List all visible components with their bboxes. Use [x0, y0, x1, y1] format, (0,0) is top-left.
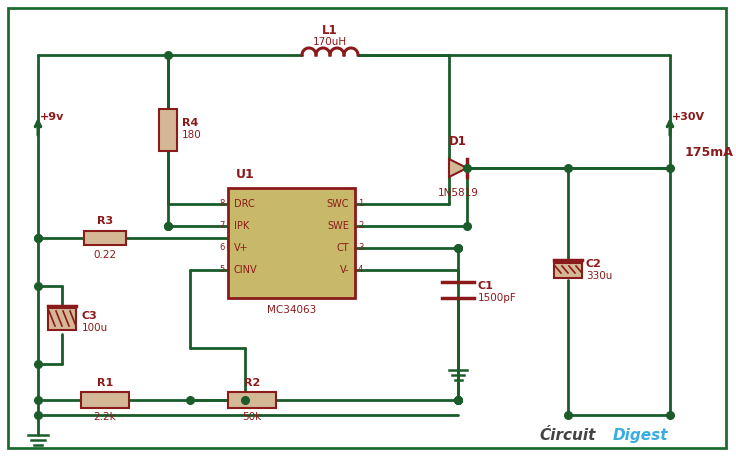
Text: CINV: CINV: [234, 265, 258, 275]
Text: +9v: +9v: [40, 112, 64, 122]
Text: 2.2k: 2.2k: [93, 412, 116, 422]
Text: L1: L1: [322, 24, 338, 37]
Text: 0.22: 0.22: [93, 250, 116, 260]
Text: 1N5819: 1N5819: [438, 188, 478, 198]
Bar: [159, 109, 177, 151]
Text: C1: C1: [478, 281, 494, 291]
Bar: [81, 392, 129, 408]
Text: 170uH: 170uH: [313, 37, 347, 47]
Bar: [228, 188, 355, 298]
Text: Digest: Digest: [612, 428, 668, 443]
Text: 175mA: 175mA: [685, 146, 734, 158]
Text: DRC: DRC: [234, 199, 255, 209]
Text: V+: V+: [234, 243, 249, 253]
Bar: [48, 308, 76, 330]
Text: C3: C3: [82, 311, 98, 321]
Text: C2: C2: [586, 259, 602, 269]
Bar: [554, 263, 582, 278]
Text: 1: 1: [358, 200, 364, 208]
Text: U1: U1: [236, 168, 255, 181]
Text: 2: 2: [358, 222, 364, 230]
Bar: [228, 392, 276, 408]
Text: R2: R2: [244, 378, 260, 388]
Text: 7: 7: [219, 222, 225, 230]
Bar: [84, 231, 126, 245]
Text: IPK: IPK: [234, 221, 250, 231]
Text: SWC: SWC: [327, 199, 349, 209]
Text: R4: R4: [182, 119, 199, 129]
Text: D1: D1: [449, 135, 467, 148]
Text: V-: V-: [339, 265, 349, 275]
Text: CT: CT: [336, 243, 349, 253]
Text: 3: 3: [358, 244, 364, 252]
Text: R1: R1: [97, 378, 113, 388]
Text: 50k: 50k: [242, 412, 261, 422]
Text: 100u: 100u: [82, 323, 108, 333]
Text: R3: R3: [97, 216, 113, 226]
Polygon shape: [449, 159, 467, 177]
Text: MC34063: MC34063: [267, 305, 316, 315]
Text: 180: 180: [182, 131, 202, 141]
Text: 1500pF: 1500pF: [478, 293, 517, 303]
Text: 330u: 330u: [586, 271, 612, 281]
Text: 4: 4: [358, 266, 364, 274]
Text: SWE: SWE: [327, 221, 349, 231]
Text: 8: 8: [219, 200, 225, 208]
Text: 5: 5: [220, 266, 225, 274]
Text: 6: 6: [219, 244, 225, 252]
Text: Ćircuit: Ćircuit: [539, 428, 596, 443]
Text: +30V: +30V: [672, 112, 705, 122]
